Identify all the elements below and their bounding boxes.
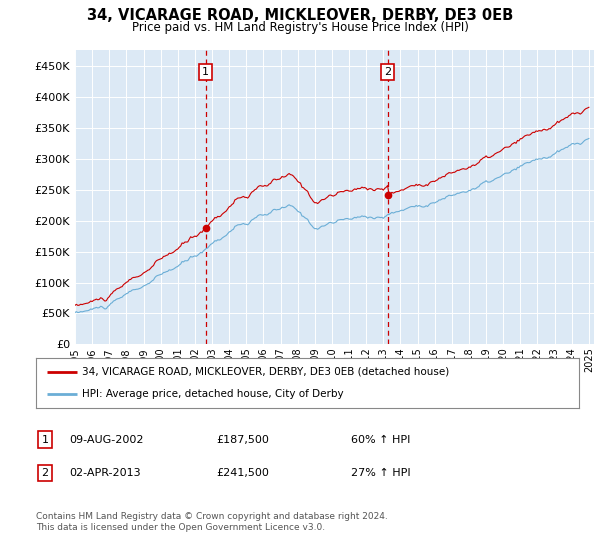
Text: £187,500: £187,500	[216, 435, 269, 445]
Text: HPI: Average price, detached house, City of Derby: HPI: Average price, detached house, City…	[82, 389, 344, 399]
Text: 27% ↑ HPI: 27% ↑ HPI	[351, 468, 410, 478]
Text: 1: 1	[202, 67, 209, 77]
Text: 02-APR-2013: 02-APR-2013	[69, 468, 140, 478]
Text: £241,500: £241,500	[216, 468, 269, 478]
Text: Contains HM Land Registry data © Crown copyright and database right 2024.
This d: Contains HM Land Registry data © Crown c…	[36, 512, 388, 532]
Text: 1: 1	[41, 435, 49, 445]
Text: 2: 2	[41, 468, 49, 478]
Text: 09-AUG-2002: 09-AUG-2002	[69, 435, 143, 445]
Text: 34, VICARAGE ROAD, MICKLEOVER, DERBY, DE3 0EB (detached house): 34, VICARAGE ROAD, MICKLEOVER, DERBY, DE…	[82, 367, 449, 377]
Text: 2: 2	[384, 67, 391, 77]
Text: 34, VICARAGE ROAD, MICKLEOVER, DERBY, DE3 0EB: 34, VICARAGE ROAD, MICKLEOVER, DERBY, DE…	[87, 8, 513, 23]
Text: Price paid vs. HM Land Registry's House Price Index (HPI): Price paid vs. HM Land Registry's House …	[131, 21, 469, 35]
Text: 60% ↑ HPI: 60% ↑ HPI	[351, 435, 410, 445]
